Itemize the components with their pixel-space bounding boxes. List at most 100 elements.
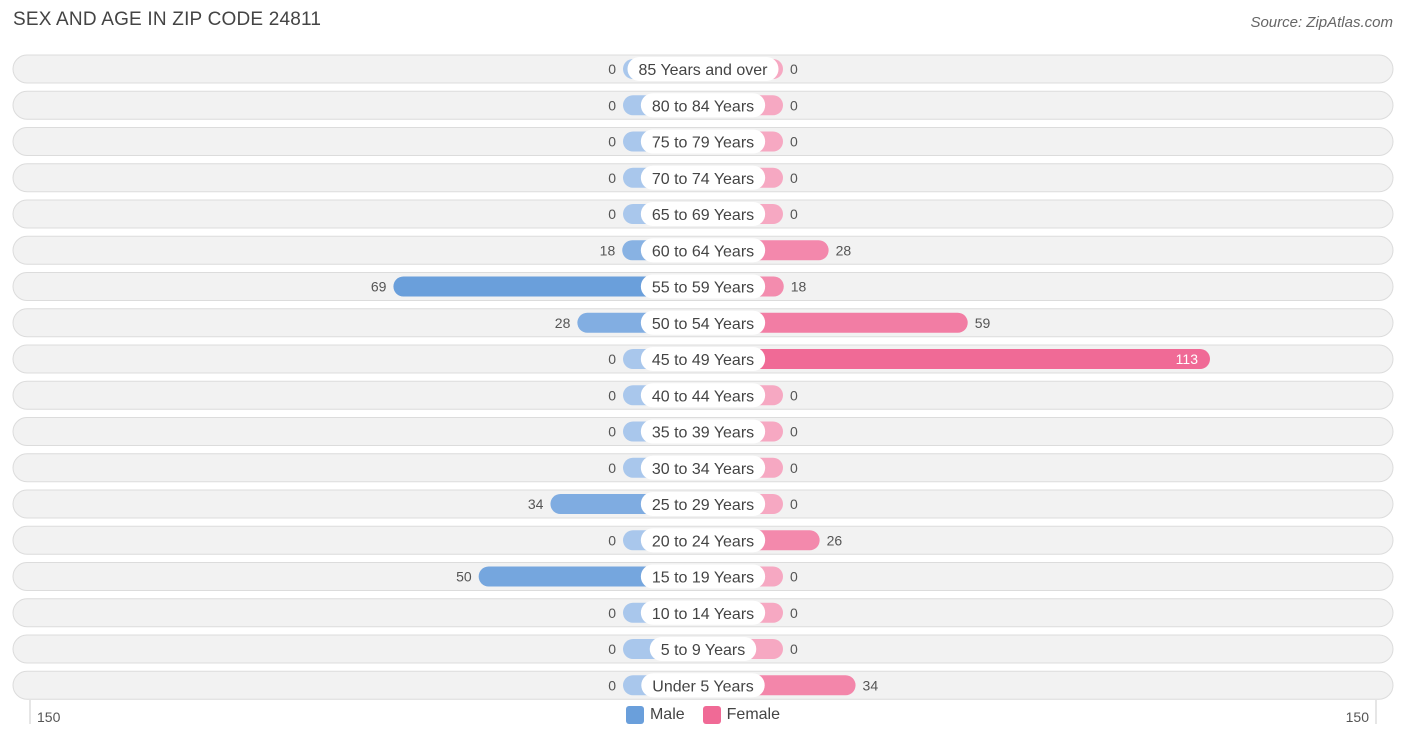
category-label: 70 to 74 Years — [652, 171, 754, 188]
row-55-to-59-years: 69 18 55 to 59 Years — [12, 272, 1394, 301]
row-15-to-19-years: 50 0 15 to 19 Years — [12, 562, 1394, 591]
category-label: 60 to 64 Years — [652, 243, 754, 260]
category-label-pill — [641, 673, 765, 698]
row-5-to-9-years: 0 0 5 to 9 Years — [12, 634, 1394, 664]
category-label: 65 to 69 Years — [652, 207, 754, 224]
value-label-female: 0 — [790, 387, 798, 403]
legend-swatch-male — [625, 706, 644, 724]
value-label-female: 0 — [790, 206, 798, 222]
value-label-female: 0 — [790, 460, 798, 476]
value-label-female: 34 — [863, 677, 879, 693]
row-10-to-14-years: 0 0 10 to 14 Years — [12, 598, 1394, 628]
legend-swatch-female — [702, 706, 721, 724]
category-label: 80 to 84 Years — [652, 98, 754, 115]
value-label-male: 0 — [608, 134, 616, 150]
category-label-pill — [640, 202, 766, 226]
axis-label-right: 150 — [1346, 709, 1370, 725]
axis-label-left: 150 — [37, 709, 61, 725]
value-label-male: 0 — [608, 170, 616, 186]
category-label-pill — [640, 492, 766, 516]
value-label-male: 50 — [456, 569, 472, 585]
row-60-to-64-years: 18 28 60 to 64 Years — [12, 235, 1394, 265]
category-label: 20 to 24 Years — [652, 533, 754, 550]
category-label-pill — [640, 383, 766, 408]
value-label-female: 0 — [790, 424, 798, 440]
category-label: 15 to 19 Years — [652, 570, 754, 587]
value-label-male: 0 — [608, 206, 616, 222]
category-label-pill — [649, 637, 757, 661]
row-30-to-34-years: 0 0 30 to 34 Years — [12, 453, 1394, 483]
value-label-female: 0 — [790, 605, 798, 621]
value-label-male: 34 — [528, 496, 544, 512]
category-label-pill — [640, 528, 766, 553]
bar-female — [703, 349, 1210, 369]
category-label-pill — [640, 129, 766, 154]
legend-label-female: Female — [726, 706, 781, 723]
value-label-female: 59 — [975, 315, 991, 331]
value-label-male: 0 — [608, 460, 616, 476]
value-label-female: 26 — [827, 532, 843, 548]
category-label-pill — [640, 419, 766, 444]
category-label: 40 to 44 Years — [652, 388, 754, 405]
value-label-female: 28 — [836, 242, 852, 258]
category-label-pill — [640, 455, 766, 480]
value-label-female: 0 — [790, 61, 798, 77]
value-label-female: 0 — [790, 496, 798, 512]
legend: Male Female — [0, 706, 1406, 724]
category-label-pill — [640, 564, 766, 589]
value-label-female: 18 — [791, 279, 807, 295]
value-label-female: 0 — [790, 569, 798, 585]
row-35-to-39-years: 0 0 35 to 39 Years — [12, 417, 1394, 446]
row-25-to-29-years: 34 0 25 to 29 Years — [12, 489, 1394, 519]
category-label-pill — [640, 93, 766, 118]
category-label: 25 to 29 Years — [652, 497, 754, 514]
row-45-to-49-years: 0 113 45 to 49 Years — [12, 344, 1394, 374]
bar-female — [703, 312, 968, 333]
row-80-to-84-years: 0 0 80 to 84 Years — [12, 90, 1394, 120]
row-under-5-years: 0 34 Under 5 Years — [12, 670, 1394, 700]
value-label-female: 0 — [790, 134, 798, 150]
value-label-male: 0 — [608, 387, 616, 403]
value-label-female: 0 — [790, 97, 798, 113]
category-label-pill — [640, 310, 766, 335]
value-label-male: 0 — [608, 605, 616, 621]
value-label-male: 69 — [371, 279, 387, 295]
value-label-male: 18 — [600, 242, 616, 258]
category-label: 5 to 9 Years — [661, 642, 746, 659]
category-label: 10 to 14 Years — [652, 606, 754, 623]
value-label-male: 0 — [608, 97, 616, 113]
category-label: Under 5 Years — [652, 678, 753, 695]
chart-source: Source: ZipAtlas.com — [1250, 14, 1393, 31]
legend-item-male: Male — [625, 706, 685, 724]
category-label: 45 to 49 Years — [652, 352, 754, 369]
category-label: 85 Years and over — [639, 62, 769, 79]
category-label-pill — [640, 274, 766, 299]
row-20-to-24-years: 0 26 20 to 24 Years — [12, 525, 1394, 555]
bar-male — [393, 276, 703, 297]
category-label-pill — [640, 165, 766, 190]
row-40-to-44-years: 0 0 40 to 44 Years — [12, 380, 1394, 410]
category-label: 75 to 79 Years — [652, 135, 754, 152]
value-label-female: 0 — [790, 170, 798, 186]
category-label: 35 to 39 Years — [652, 425, 754, 442]
category-label-pill — [640, 600, 766, 625]
value-label-male: 0 — [608, 677, 616, 693]
value-label-male: 28 — [555, 315, 571, 331]
row-50-to-54-years: 28 59 50 to 54 Years — [12, 308, 1394, 338]
value-label-male: 0 — [608, 61, 616, 77]
value-label-male: 0 — [608, 532, 616, 548]
value-label-female: 0 — [790, 641, 798, 657]
category-label: 55 to 59 Years — [652, 280, 754, 297]
value-label-male: 0 — [608, 424, 616, 440]
legend-label-male: Male — [649, 706, 685, 723]
row-65-to-69-years: 0 0 65 to 69 Years — [12, 199, 1394, 229]
category-label-pill — [640, 347, 766, 371]
category-label-pill — [627, 57, 779, 81]
value-label-female: 113 — [1176, 351, 1199, 367]
value-label-male: 0 — [608, 351, 616, 367]
chart-title: SEX AND AGE IN ZIP CODE 24811 — [13, 9, 322, 30]
row-70-to-74-years: 0 0 70 to 74 Years — [12, 163, 1394, 193]
category-label-pill — [640, 238, 766, 263]
legend-item-female: Female — [702, 706, 781, 724]
